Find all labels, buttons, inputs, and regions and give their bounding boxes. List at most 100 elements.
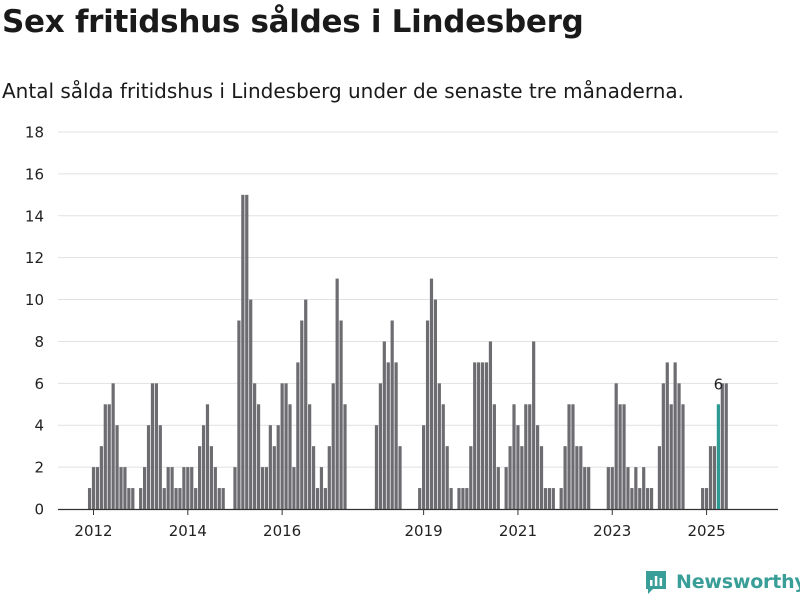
bar: [614, 383, 618, 509]
x-tick-label: 2021: [499, 522, 537, 540]
bar: [516, 425, 520, 509]
bar: [131, 488, 135, 509]
bar: [272, 446, 276, 509]
bar: [123, 467, 127, 509]
bar: [304, 299, 308, 509]
brand-name: Newsworthy: [676, 571, 800, 593]
bar: [681, 404, 685, 509]
bar: [382, 341, 386, 509]
bar: [190, 467, 194, 509]
bar: [559, 488, 563, 509]
bar: [245, 194, 249, 509]
bar: [520, 446, 524, 509]
bar: [634, 467, 638, 509]
bar: [201, 425, 206, 509]
y-tick-label: 16: [25, 165, 44, 183]
bar: [488, 341, 493, 509]
y-tick-label: 6: [34, 375, 44, 393]
y-tick-label: 8: [34, 333, 44, 351]
newsworthy-logo-icon: [646, 571, 666, 594]
y-tick-label: 2: [34, 459, 44, 477]
chart-subtitle: Antal sålda fritidshus i Lindesberg unde…: [2, 79, 684, 103]
chart-title: Sex fritidshus såldes i Lindesberg: [2, 4, 584, 40]
bar: [127, 488, 131, 509]
bar: [284, 383, 288, 509]
bar: [441, 404, 445, 509]
bar: [461, 488, 465, 509]
bar: [217, 488, 221, 509]
bar: [374, 425, 379, 509]
bar: [547, 488, 551, 509]
bar: [724, 383, 728, 509]
bar: [146, 425, 151, 509]
x-tick-label: 2012: [74, 522, 112, 540]
x-tick-label: 2014: [169, 522, 207, 540]
bar: [496, 467, 500, 509]
bar: [567, 404, 571, 509]
bar: [622, 404, 626, 509]
bar: [91, 467, 96, 509]
bar: [484, 362, 489, 509]
bar: [119, 467, 123, 509]
bar: [673, 362, 677, 509]
x-tick-label: 2019: [405, 522, 443, 540]
bar: [194, 488, 198, 509]
bar: [276, 425, 280, 509]
bar: [331, 383, 335, 509]
bar: [280, 383, 284, 509]
bar: [657, 446, 662, 509]
bar: [107, 404, 111, 509]
bar: [712, 446, 717, 509]
bar: [504, 467, 508, 509]
bar: [465, 488, 469, 509]
bar: [327, 446, 331, 509]
bar: [630, 488, 634, 509]
bar: [701, 488, 705, 509]
bar: [221, 488, 225, 509]
bar: [508, 446, 512, 509]
bar: [311, 446, 316, 509]
bar: [213, 467, 217, 509]
bar: [154, 383, 158, 509]
bar: [323, 488, 327, 509]
bar: [457, 488, 461, 509]
bar: [186, 467, 190, 509]
bar: [237, 320, 241, 509]
bar: [166, 467, 170, 509]
bar: [704, 488, 709, 509]
bar: [524, 404, 528, 509]
bar: [398, 446, 402, 509]
bar: [618, 404, 622, 509]
bar: [394, 362, 398, 509]
bar: [300, 320, 304, 509]
bar: [433, 299, 438, 509]
bar: [473, 362, 477, 509]
y-tick-label: 10: [25, 291, 44, 309]
bar: [343, 404, 347, 509]
bar: [583, 467, 587, 509]
bar: [638, 488, 642, 509]
bar: [288, 404, 292, 509]
bar: [158, 425, 162, 509]
bar: [111, 383, 115, 509]
bar: [296, 362, 300, 509]
bar: [150, 383, 155, 509]
bar: [198, 446, 202, 509]
bar: [575, 446, 579, 509]
bar: [469, 446, 473, 509]
bar: [241, 194, 245, 509]
bar: [543, 488, 548, 509]
bar: [103, 404, 107, 509]
bar: [264, 467, 269, 509]
bar: [386, 362, 390, 509]
bar: [610, 467, 614, 509]
bar: [437, 383, 441, 509]
bar: [535, 425, 540, 509]
bar: [162, 488, 166, 509]
bar: [571, 404, 575, 509]
bar: [319, 467, 324, 509]
bar: [665, 362, 669, 509]
bar: [115, 425, 119, 509]
bar: [606, 467, 610, 509]
bar: [579, 446, 583, 509]
